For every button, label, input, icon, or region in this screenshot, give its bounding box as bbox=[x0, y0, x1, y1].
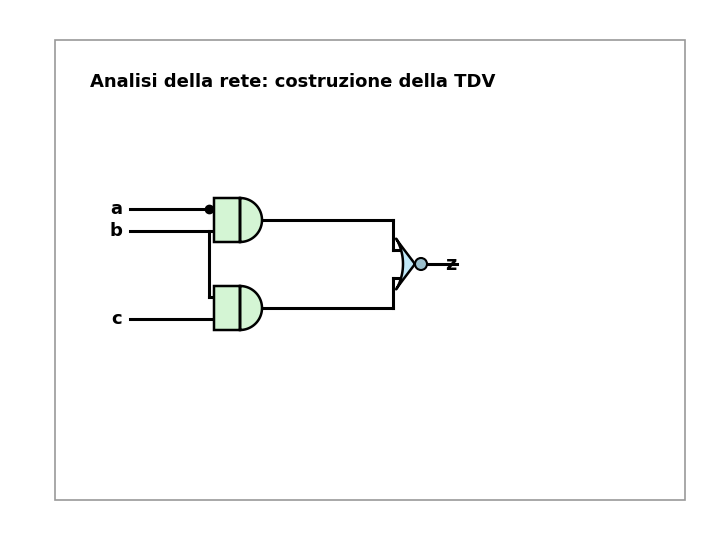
Polygon shape bbox=[214, 286, 262, 330]
Bar bbox=[55, 40, 685, 500]
Text: Analisi della rete: costruzione della TDV: Analisi della rete: costruzione della TD… bbox=[90, 73, 495, 91]
Text: c: c bbox=[112, 310, 122, 328]
Text: a: a bbox=[110, 200, 122, 218]
Text: b: b bbox=[109, 222, 122, 240]
Text: z: z bbox=[445, 254, 456, 273]
Circle shape bbox=[415, 258, 427, 270]
Polygon shape bbox=[396, 239, 415, 289]
Polygon shape bbox=[214, 198, 262, 242]
